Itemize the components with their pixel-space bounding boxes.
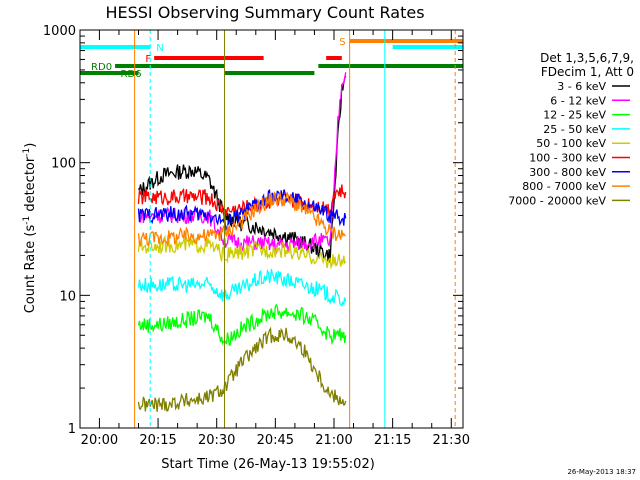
x-axis: 20:00 20:15 20:30 20:45 21:00 21:15 21:30 [81, 30, 470, 448]
x-tick-label: 21:15 [374, 433, 411, 448]
status-bars-layer: N S F RD0 RD6 [80, 37, 463, 80]
legend-entry-800-7000-kev: 800 - 7000 keV [522, 180, 606, 193]
series-line-300-800-kev [137, 189, 347, 231]
y-tick-label: 1000 [43, 24, 76, 39]
legend-entry-6-12-kev: 6 - 12 keV [550, 94, 606, 107]
x-tick-label: 20:00 [81, 433, 118, 448]
y-tick-label: 100 [51, 157, 76, 172]
y-axis-label-sup2: -1 [22, 148, 32, 157]
chart-title: HESSI Observing Summary Count Rates [105, 3, 424, 22]
vertical-lines-layer [134, 30, 456, 428]
x-tick-label: 20:45 [257, 433, 294, 448]
series-line-25-50-kev [137, 268, 347, 307]
legend-entry-12-25-kev: 12 - 25 keV [543, 109, 606, 122]
y-tick-label: 10 [59, 289, 76, 304]
status-bar-label-f: F [145, 54, 151, 65]
status-bar-label-rd0: RD0 [91, 62, 112, 73]
series-line-800-7000-kev [137, 191, 347, 248]
y-axis: 1 10 100 1000 [43, 24, 463, 437]
legend-entry-3-6-kev: 3 - 6 keV [557, 80, 606, 93]
x-tick-label: 20:30 [198, 433, 235, 448]
legend: Det 1,3,5,6,7,9, FDecim 1, Att 0 3 - 6 k… [508, 51, 634, 207]
legend-entry-50-100-kev: 50 - 100 keV [536, 137, 606, 150]
x-tick-label: 21:30 [433, 433, 470, 448]
legend-entry-300-800-kev: 300 - 800 keV [529, 166, 606, 179]
status-bar-label-n: N [156, 43, 163, 54]
series-layer [137, 72, 347, 412]
footer-timestamp: 26-May-2013 18:37 [567, 468, 636, 476]
status-bar-label-rd6: RD6 [121, 69, 142, 80]
legend-entry-7000-20000-kev: 7000 - 20000 keV [508, 194, 606, 207]
x-tick-label: 21:00 [315, 433, 352, 448]
series-line-50-100-kev [137, 234, 347, 270]
legend-entry-100-300-kev: 100 - 300 keV [529, 152, 606, 165]
plot-frame [79, 29, 464, 429]
x-axis-label: Start Time (26-May-13 19:55:02) [161, 457, 375, 472]
y-tick-label: 1 [68, 422, 76, 437]
y-axis-label-part2: detector [23, 156, 38, 216]
status-bar-label-s: S [339, 37, 345, 48]
x-tick-label: 20:15 [139, 433, 176, 448]
legend-header-line1: Det 1,3,5,6,7,9, [540, 51, 634, 65]
series-line-7000-20000-kev [137, 326, 347, 412]
y-axis-label-part3: ) [23, 143, 38, 148]
y-axis-label-sup1: -1 [22, 216, 32, 225]
y-axis-label: Count Rate (s-1 detector-1) [22, 143, 38, 314]
series-line-12-25-kev [137, 303, 347, 347]
legend-entry-25-50-kev: 25 - 50 keV [543, 123, 606, 136]
legend-header-line2: FDecim 1, Att 0 [541, 65, 634, 79]
y-axis-label-part1: Count Rate (s [23, 225, 38, 314]
